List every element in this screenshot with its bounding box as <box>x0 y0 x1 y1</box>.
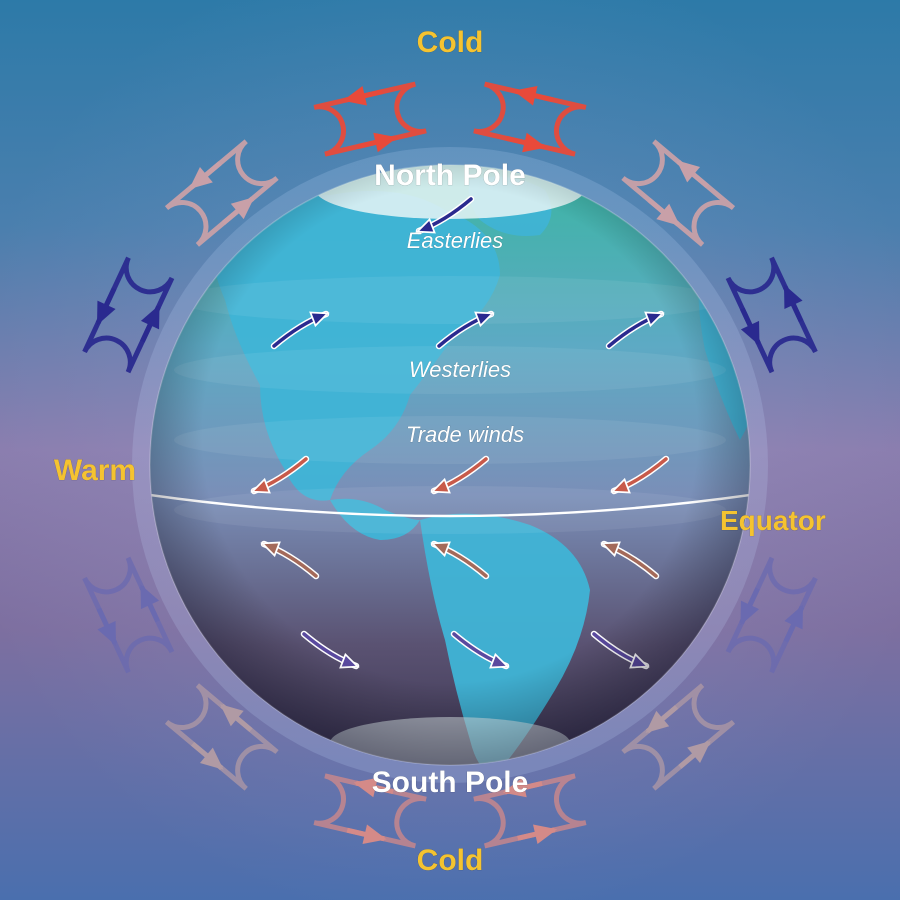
label-south_pole: South Pole <box>372 766 529 799</box>
diagram-svg: Cold Cold Warm Equator North Pole South Pole E… <box>0 0 900 900</box>
label-cold_top: Cold <box>417 26 484 59</box>
label-warm: Warm <box>54 454 136 487</box>
label-cold_bottom: Cold <box>417 844 484 877</box>
diagram-stage: Cold Cold Warm Equator North Pole South Pole E… <box>0 0 900 900</box>
label-trade_winds: Trade winds <box>406 422 524 447</box>
label-north_pole: North Pole <box>374 159 526 192</box>
label-westerlies: Westerlies <box>409 357 511 382</box>
label-easterlies: Easterlies <box>407 228 504 253</box>
label-equator: Equator <box>720 505 826 536</box>
